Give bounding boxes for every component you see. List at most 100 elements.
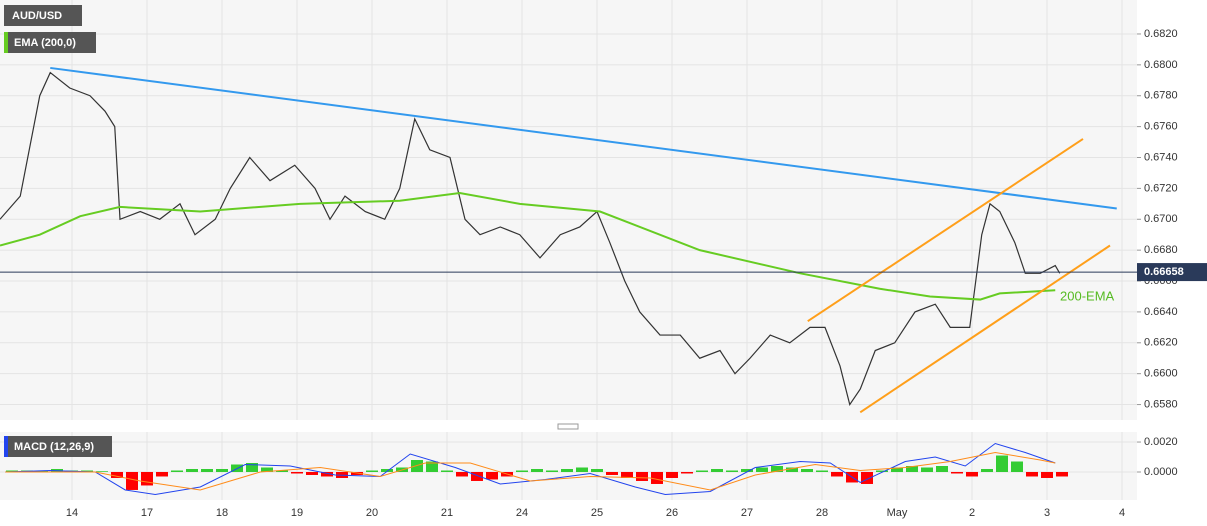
histogram-bar [951, 471, 963, 474]
histogram-bar [936, 466, 948, 472]
x-tick-label: 4 [1119, 507, 1125, 519]
histogram-bar [531, 468, 543, 472]
histogram-bar [171, 470, 183, 472]
y-tick-label: 0.0000 [1144, 466, 1178, 478]
histogram-bar [381, 468, 393, 472]
x-tick-label: 26 [666, 507, 678, 519]
histogram-bar [576, 467, 588, 472]
histogram-bar [756, 467, 768, 472]
labels: AUD/USD EMA (200,0) MACD (12,26,9) 200-E… [4, 5, 1207, 519]
histogram-bar [321, 471, 333, 477]
y-tick-label: 0.6640 [1144, 306, 1178, 318]
histogram-bar [426, 461, 438, 472]
histogram-bar [456, 471, 468, 477]
histogram-bar [261, 467, 273, 472]
x-tick-label: 20 [366, 507, 378, 519]
histogram-bar [921, 467, 933, 472]
x-tick-label: May [887, 507, 908, 519]
x-tick-label: 25 [591, 507, 603, 519]
x-tick-label: 2 [969, 507, 975, 519]
histogram-bar [996, 455, 1008, 472]
histogram-bar [741, 468, 753, 472]
histogram-bar [441, 470, 453, 472]
histogram-bar [546, 470, 558, 472]
x-tick-label: 17 [141, 507, 153, 519]
histogram-bar [366, 470, 378, 472]
ema-swatch [4, 32, 8, 53]
histogram-bar [636, 471, 648, 481]
x-tick-label: 14 [66, 507, 78, 519]
marks [0, 66, 1137, 495]
y-tick-label: 0.6700 [1144, 213, 1178, 225]
y-tick-label: 0.6620 [1144, 337, 1178, 349]
y-tick-label: 0.6720 [1144, 182, 1178, 194]
ema-annotation: 200-EMA [1060, 288, 1115, 303]
macd-box [4, 436, 112, 457]
trendline [50, 66, 1117, 210]
histogram-bar [1041, 471, 1053, 478]
ema-legend: EMA (200,0) [14, 37, 76, 49]
histogram-bar [1026, 471, 1038, 477]
histogram-bar [831, 471, 843, 477]
histogram-bar [186, 468, 198, 472]
histogram-bar [591, 468, 603, 472]
y-tick-label: 0.6760 [1144, 121, 1178, 133]
histogram-bar [681, 471, 693, 474]
panel-splitter[interactable] [557, 423, 579, 430]
histogram-bar [696, 470, 708, 472]
ema-box [4, 32, 96, 53]
y-tick-label: 0.6780 [1144, 90, 1178, 102]
macd-title: MACD (12,26,9) [14, 441, 94, 453]
macd-line [5, 442, 1056, 495]
histogram-bar [246, 463, 258, 472]
signal-line [5, 452, 1056, 491]
histogram-bar [306, 471, 318, 475]
histogram-bar [966, 471, 978, 477]
histogram-bar [606, 471, 618, 475]
histogram-bar [651, 471, 663, 484]
histogram-bar [801, 468, 813, 472]
histogram-bar [861, 471, 873, 484]
symbol-title: AUD/USD [12, 10, 62, 22]
histogram-bar [216, 468, 228, 472]
y-tick-label: 0.6600 [1144, 368, 1178, 380]
current-price-label: 0.66658 [1144, 266, 1184, 278]
histogram-bar [1056, 471, 1068, 477]
histogram-bar [126, 471, 138, 490]
histogram-bar [276, 470, 288, 472]
ema-line [0, 192, 1056, 301]
y-tick-label: 0.6820 [1144, 28, 1178, 40]
histogram-bar [771, 466, 783, 472]
x-tick-label: 27 [741, 507, 753, 519]
histogram-bar [411, 460, 423, 472]
histogram-bar [111, 471, 123, 478]
y-tick-label: 0.6800 [1144, 59, 1178, 71]
histogram-bar [6, 470, 18, 472]
x-tick-label: 21 [441, 507, 453, 519]
histogram-bar [786, 467, 798, 472]
histogram-bar [1011, 461, 1023, 472]
histogram-bar [471, 471, 483, 481]
trendline [859, 244, 1111, 414]
y-tick-label: 0.6680 [1144, 244, 1178, 256]
histogram-bar [666, 471, 678, 478]
x-tick-label: 28 [816, 507, 828, 519]
histogram-bar [711, 468, 723, 472]
histogram-bar [726, 470, 738, 472]
y-tick-label: 0.6740 [1144, 151, 1178, 163]
x-tick-label: 24 [516, 507, 528, 519]
macd-swatch [4, 436, 8, 457]
histogram-bar [141, 471, 153, 486]
x-tick-label: 19 [291, 507, 303, 519]
histogram-bar [876, 470, 888, 472]
x-tick-label: 18 [216, 507, 228, 519]
histogram-bar [816, 470, 828, 472]
x-tick-label: 3 [1044, 507, 1050, 519]
histogram-bar [156, 471, 168, 477]
symbol-box [4, 5, 82, 26]
y-tick-label: 0.0020 [1144, 436, 1178, 448]
histogram-bar [621, 471, 633, 478]
y-tick-label: 0.6580 [1144, 398, 1178, 410]
price-line [0, 71, 1061, 407]
